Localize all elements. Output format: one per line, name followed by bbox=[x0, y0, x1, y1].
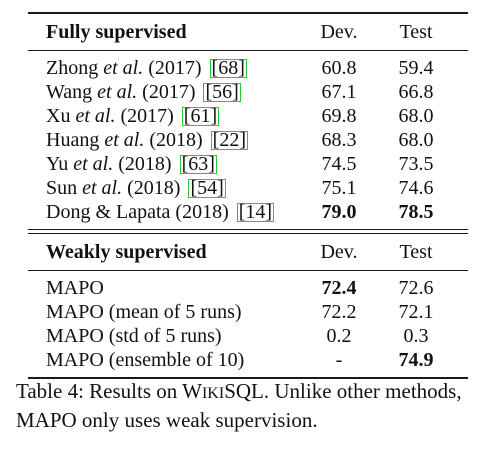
test-score: 66.8 bbox=[398, 81, 434, 103]
table-caption: Table 4: Results on WIKISQL. Unlike othe… bbox=[16, 378, 490, 434]
table-row: MAPO (std of 5 runs) 0.2 0.3 bbox=[28, 324, 468, 348]
method-cell: Huang et al. (2018) [22] bbox=[46, 128, 248, 152]
table-row: Yu et al. (2018) [63] 74.5 73.5 bbox=[28, 152, 468, 176]
table-row: Zhong et al. (2017) [68] 60.8 59.4 bbox=[28, 56, 468, 80]
method-year: (2017) bbox=[137, 81, 201, 103]
caption-dataset-iki: IKI bbox=[201, 385, 225, 402]
citation-link[interactable]: [56] bbox=[203, 81, 241, 103]
mid-rule bbox=[28, 50, 468, 51]
test-score: 74.9 bbox=[398, 349, 434, 371]
method-name: MAPO (mean of 5 runs) bbox=[46, 301, 242, 323]
test-score: 78.5 bbox=[398, 201, 434, 223]
table-row: Sun et al. (2018) [54] 75.1 74.6 bbox=[28, 176, 468, 200]
method-cell: Zhong et al. (2017) [68] bbox=[46, 56, 247, 80]
et-al: et al. bbox=[103, 57, 144, 79]
method-name: MAPO bbox=[46, 277, 104, 299]
table-row: Xu et al. (2017) [61] 69.8 68.0 bbox=[28, 104, 468, 128]
test-score: 73.5 bbox=[398, 153, 434, 175]
dev-score: 0.2 bbox=[326, 325, 352, 347]
top-rule bbox=[28, 12, 468, 14]
method-cell: Sun et al. (2018) [54] bbox=[46, 176, 226, 200]
caption-text-after: . Unlike other methods, MAPO only uses w… bbox=[16, 379, 462, 432]
dev-score: - bbox=[335, 349, 343, 371]
table-row: MAPO (ensemble of 10) - 74.9 bbox=[28, 348, 468, 372]
caption-label: Table 4: bbox=[16, 379, 84, 403]
dev-score: 75.1 bbox=[321, 177, 357, 199]
caption-dataset-w: W bbox=[182, 379, 202, 403]
caption-dataset-sql: SQL bbox=[224, 379, 264, 403]
method-year: (2018) bbox=[144, 129, 208, 151]
section-heading: Weakly supervised bbox=[46, 241, 207, 263]
method-cell: Dong & Lapata (2018) [14] bbox=[46, 200, 275, 224]
caption-text-before: Results on bbox=[83, 379, 183, 403]
test-column-header: Test bbox=[399, 241, 433, 263]
method-year: (2018) bbox=[122, 177, 186, 199]
method-cell: MAPO (ensemble of 10) bbox=[46, 348, 244, 372]
method-cell: MAPO (mean of 5 runs) bbox=[46, 300, 242, 324]
method-year: (2017) bbox=[115, 105, 179, 127]
et-al: et al. bbox=[82, 177, 123, 199]
method-year: (2017) bbox=[143, 57, 207, 79]
et-al: et al. bbox=[73, 153, 114, 175]
table-row: Dong & Lapata (2018) [14] 79.0 78.5 bbox=[28, 200, 468, 224]
section-rule-a bbox=[28, 229, 468, 230]
method-cell: MAPO (std of 5 runs) bbox=[46, 324, 222, 348]
method-name: Xu bbox=[46, 105, 76, 127]
test-score: 68.0 bbox=[398, 105, 434, 127]
dev-column-header: Dev. bbox=[320, 241, 358, 263]
citation-link[interactable]: [61] bbox=[181, 105, 220, 127]
dev-score: 74.5 bbox=[321, 153, 357, 175]
citation-link[interactable]: [68] bbox=[209, 57, 247, 79]
et-al: et al. bbox=[75, 105, 116, 127]
method-name: Zhong bbox=[46, 57, 104, 79]
method-cell: Yu et al. (2018) [63] bbox=[46, 152, 217, 176]
fully-supervised-rows: Zhong et al. (2017) [68] 60.8 59.4 Wang et … bbox=[28, 56, 468, 224]
weakly-supervised-rows: MAPO 72.4 72.6 MAPO (mean of 5 runs) 72.2 72.… bbox=[28, 276, 468, 372]
dev-score: 67.1 bbox=[321, 81, 357, 103]
results-table: Fully supervised Dev. Test Zhong et al. … bbox=[28, 12, 468, 379]
table-row: Huang et al. (2018) [22] 68.3 68.0 bbox=[28, 128, 468, 152]
method-name: Wang bbox=[46, 81, 98, 103]
table-row: MAPO (mean of 5 runs) 72.2 72.1 bbox=[28, 300, 468, 324]
citation-link[interactable]: [22] bbox=[210, 129, 248, 151]
method-cell: MAPO bbox=[46, 276, 104, 300]
test-score: 0.3 bbox=[403, 325, 429, 347]
test-column-header: Test bbox=[399, 21, 433, 43]
mid-rule bbox=[28, 270, 468, 271]
test-score: 68.0 bbox=[398, 129, 434, 151]
section-header-weakly-supervised: Weakly supervised Dev. Test bbox=[28, 234, 468, 270]
dev-score: 69.8 bbox=[321, 105, 357, 127]
table-row: Wang et al. (2017) [56] 67.1 66.8 bbox=[28, 80, 468, 104]
section-rule-b bbox=[28, 233, 468, 234]
bottom-rule bbox=[28, 377, 468, 379]
method-year: (2018) bbox=[113, 153, 177, 175]
method-name: Dong & Lapata (2018) bbox=[46, 201, 234, 223]
test-score: 74.6 bbox=[398, 177, 434, 199]
test-score: 72.1 bbox=[398, 301, 434, 323]
et-al: et al. bbox=[97, 81, 138, 103]
dev-score: 72.2 bbox=[321, 301, 357, 323]
method-name: Huang bbox=[46, 129, 105, 151]
dev-column-header: Dev. bbox=[320, 21, 358, 43]
dev-score: 60.8 bbox=[321, 57, 357, 79]
method-name: Yu bbox=[46, 153, 74, 175]
et-al: et al. bbox=[104, 129, 145, 151]
citation-link[interactable]: [54] bbox=[188, 177, 226, 199]
method-cell: Xu et al. (2017) [61] bbox=[46, 104, 220, 128]
test-score: 72.6 bbox=[398, 277, 434, 299]
citation-link[interactable]: [63] bbox=[179, 153, 217, 175]
test-score: 59.4 bbox=[398, 57, 434, 79]
dev-score: 79.0 bbox=[321, 201, 357, 223]
method-name: MAPO (std of 5 runs) bbox=[46, 325, 222, 347]
dev-score: 68.3 bbox=[321, 129, 357, 151]
method-cell: Wang et al. (2017) [56] bbox=[46, 80, 241, 104]
dev-score: 72.4 bbox=[321, 277, 357, 299]
section-header-fully-supervised: Fully supervised Dev. Test bbox=[28, 14, 468, 50]
section-heading: Fully supervised bbox=[46, 21, 187, 43]
table-row: MAPO 72.4 72.6 bbox=[28, 276, 468, 300]
citation-link[interactable]: [14] bbox=[236, 201, 275, 223]
method-name: Sun bbox=[46, 177, 83, 199]
method-name: MAPO (ensemble of 10) bbox=[46, 349, 245, 371]
